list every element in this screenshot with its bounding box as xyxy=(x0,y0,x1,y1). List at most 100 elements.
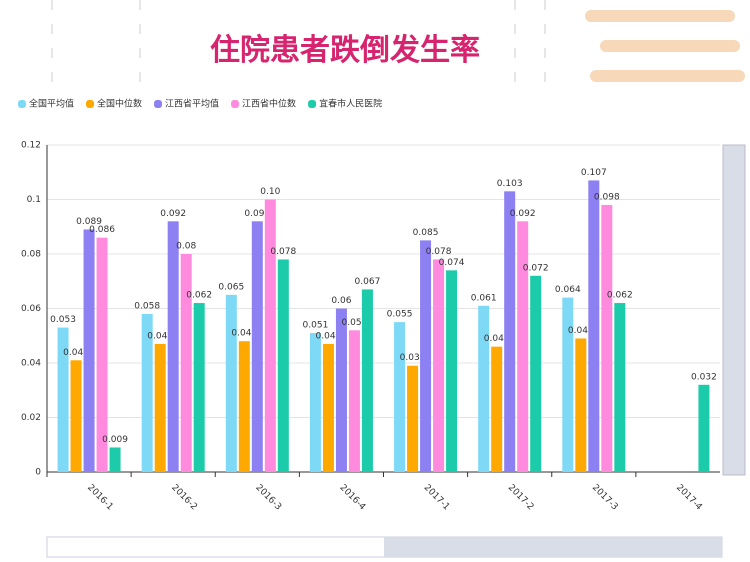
value-label: 0.041 xyxy=(63,348,89,358)
legend-label: 宜春市人民医院 xyxy=(319,98,382,110)
decoration xyxy=(51,0,546,90)
bar xyxy=(264,199,276,472)
value-label: 0.062 xyxy=(607,291,633,301)
x-tick-label: 2017-1 xyxy=(422,483,452,513)
x-tick-label: 2016-2 xyxy=(169,483,199,513)
bar xyxy=(57,327,69,472)
value-label: 0.032 xyxy=(691,372,717,382)
value-label: 0.047 xyxy=(147,331,173,341)
bar xyxy=(251,221,263,472)
value-label: 0.072 xyxy=(523,263,549,273)
y-zoom-slider[interactable] xyxy=(722,144,746,476)
bar xyxy=(491,346,503,472)
legend-icon xyxy=(308,100,317,108)
bar xyxy=(420,240,432,472)
value-label: 0.047 xyxy=(316,331,342,341)
value-label: 0.058 xyxy=(134,301,160,311)
bar xyxy=(96,237,108,472)
bar xyxy=(361,289,373,472)
bar xyxy=(588,180,600,473)
value-label: 0.08 xyxy=(176,242,196,252)
value-label: 0.052 xyxy=(342,318,368,328)
bar xyxy=(601,204,613,472)
y-tick-label: 0.04 xyxy=(21,359,41,369)
value-label: 0.049 xyxy=(568,326,594,336)
value-label: 0.086 xyxy=(89,225,115,235)
legend-icon xyxy=(86,100,95,108)
bar xyxy=(322,343,334,472)
value-label: 0.009 xyxy=(102,435,128,445)
chart-title: 住院患者跌倒发生率 xyxy=(210,33,480,68)
value-label: 0.062 xyxy=(186,291,212,301)
bar xyxy=(478,305,490,472)
y-tick-label: 0 xyxy=(35,468,41,478)
value-label: 0.103 xyxy=(497,179,523,189)
legend-icon xyxy=(18,100,26,108)
value-label: 0.039 xyxy=(400,353,426,363)
x-tick-label: 2016-1 xyxy=(85,483,115,513)
value-label: 0.055 xyxy=(387,310,413,320)
bar xyxy=(407,365,419,472)
value-label: 0.061 xyxy=(471,293,497,303)
value-label: 0.046 xyxy=(484,334,510,344)
legend-label: 江西省平均值 xyxy=(165,98,219,110)
value-label: 0.10 xyxy=(260,187,280,197)
bar xyxy=(698,384,710,472)
watermark xyxy=(585,10,745,82)
y-tick-label: 0.12 xyxy=(21,141,41,151)
bar xyxy=(277,259,289,472)
value-label: 0.085 xyxy=(413,228,439,238)
x-tick-label: 2017-3 xyxy=(590,483,620,513)
bar xyxy=(517,221,529,472)
bar xyxy=(348,330,360,472)
value-label: 0.053 xyxy=(50,315,76,325)
value-label: 0.064 xyxy=(555,285,581,295)
bar xyxy=(394,322,406,472)
bar xyxy=(575,338,587,472)
legend-icon xyxy=(154,100,163,108)
legend-label: 江西省中位数 xyxy=(242,98,296,110)
bar xyxy=(193,303,205,472)
legend-label: 全国平均值 xyxy=(29,98,74,110)
bar xyxy=(433,259,445,472)
value-label: 0.067 xyxy=(355,277,381,287)
x-tick-label: 2016-4 xyxy=(338,483,368,513)
bar xyxy=(154,343,166,472)
y-tick-label: 0.06 xyxy=(21,304,41,314)
bar xyxy=(335,308,347,472)
y-tick-label: 0.02 xyxy=(21,413,41,423)
y-tick-label: 0.08 xyxy=(21,250,41,260)
bar xyxy=(180,254,192,472)
value-label: 0.107 xyxy=(581,168,607,178)
bar xyxy=(109,447,121,472)
value-label: 0.092 xyxy=(244,209,270,219)
x-tick-label: 2017-4 xyxy=(674,483,704,513)
bar xyxy=(167,221,179,472)
value-label: 0.051 xyxy=(303,321,329,331)
bar xyxy=(83,229,95,472)
bar xyxy=(238,341,250,472)
value-label: 0.074 xyxy=(439,258,465,268)
y-tick-label: 0.1 xyxy=(27,195,41,205)
value-label: 0.078 xyxy=(270,247,296,257)
x-tick-label: 2016-3 xyxy=(253,483,283,513)
value-label: 0.092 xyxy=(510,209,536,219)
bar xyxy=(504,191,516,472)
value-label: 0.078 xyxy=(426,247,452,257)
value-label: 0.089 xyxy=(76,217,102,227)
legend-label: 全国中位数 xyxy=(97,98,142,110)
y-zoom[interactable] xyxy=(722,144,746,476)
value-label: 0.092 xyxy=(160,209,186,219)
legend-icon xyxy=(231,100,240,108)
value-label: 0.06 xyxy=(331,296,351,306)
x-zoom-window[interactable] xyxy=(384,537,722,557)
bar xyxy=(309,333,321,472)
bar xyxy=(530,275,542,472)
bar xyxy=(141,313,153,472)
x-zoom[interactable] xyxy=(46,536,723,558)
value-label: 0.048 xyxy=(231,329,257,339)
x-tick-label: 2017-2 xyxy=(506,483,536,513)
bar xyxy=(614,303,626,472)
